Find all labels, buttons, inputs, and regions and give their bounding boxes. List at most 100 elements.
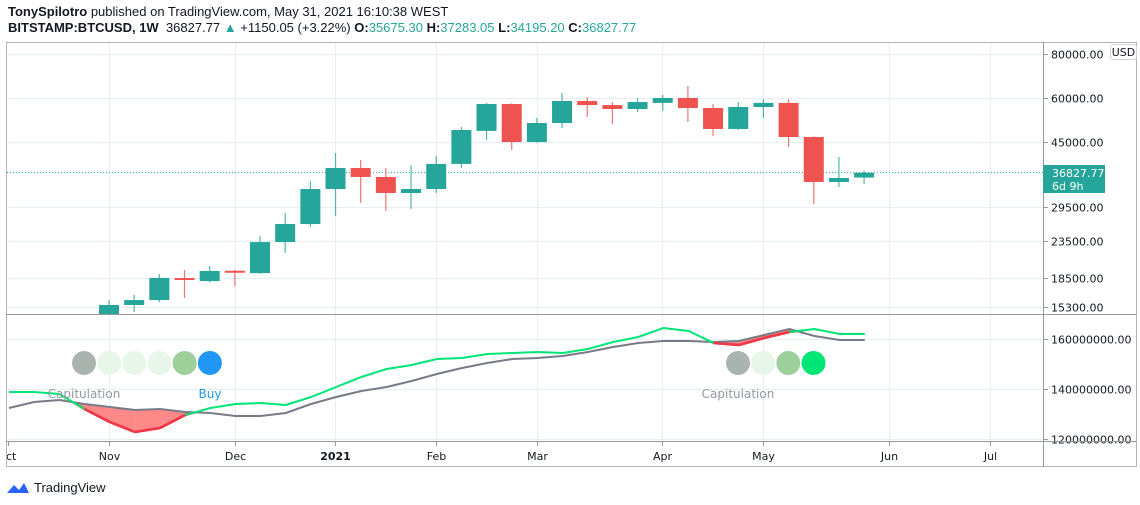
logo-text: TradingView	[34, 480, 106, 495]
time-tick-label: Jun	[880, 450, 898, 463]
time-tick-label: Feb	[427, 450, 446, 463]
candle-body	[426, 163, 447, 190]
capitulation-label: Capitulation	[702, 387, 775, 401]
time-tick-label: ct	[6, 450, 17, 463]
signal-dot	[72, 351, 96, 375]
capitulation-line-segment	[134, 426, 161, 434]
signal-dot	[801, 351, 826, 375]
indicator-tick-label: 160000000.00	[1051, 334, 1131, 347]
candle-body	[854, 172, 875, 178]
published-text: published on TradingView.com, May 31, 20…	[90, 4, 449, 19]
signal-dot	[122, 351, 147, 375]
signal-dot	[97, 351, 122, 375]
price-tick-label: 60000.00	[1051, 93, 1104, 106]
candle-body	[300, 189, 321, 225]
price-tick-label: 23500.00	[1051, 236, 1104, 249]
candle-body	[552, 100, 573, 124]
high-value: 37283.05	[440, 20, 495, 35]
candle-body	[828, 177, 849, 183]
slow-line	[8, 327, 865, 417]
signal-dot	[776, 351, 801, 375]
signal-dot	[726, 351, 750, 375]
currency-label: USD	[1112, 46, 1136, 59]
price-tick-label: 15300.00	[1051, 302, 1104, 315]
capitulation-line-segment	[738, 336, 765, 347]
candle-body	[703, 108, 724, 129]
candle-body	[677, 98, 698, 109]
time-tick-label: May	[752, 450, 775, 463]
publish-info: TonySpilotro published on TradingView.co…	[8, 4, 448, 19]
current-price-label: 36827.77 6d 9h	[1043, 165, 1105, 193]
candle-body	[803, 136, 824, 183]
countdown: 6d 9h	[1052, 180, 1083, 193]
buy-label: Buy	[199, 387, 222, 401]
candle-body	[174, 278, 195, 281]
low-value: 34195.20	[510, 20, 565, 35]
candle-body	[375, 176, 396, 193]
price-tick-label: 29500.00	[1051, 202, 1104, 215]
candle-body	[728, 107, 749, 129]
candle-body	[602, 105, 623, 109]
candle-body	[350, 168, 371, 177]
symbol-legend: BITSTAMP:BTCUSD, 1W 36827.77 ▲ +1150.05 …	[8, 20, 636, 35]
price-tick-label: 80000.00	[1051, 49, 1104, 62]
candle-body	[224, 270, 245, 273]
capitulation-line-segment	[159, 413, 186, 430]
author[interactable]: TonySpilotro	[8, 4, 88, 19]
open-label: O:	[354, 20, 369, 35]
candle-body	[652, 98, 673, 103]
candle-body	[476, 104, 497, 131]
candle-body	[401, 189, 422, 193]
capitulation-line-segment	[713, 341, 740, 347]
signal-dot	[197, 351, 222, 375]
last-price: 36827.77	[165, 20, 221, 35]
high-label: H:	[426, 20, 441, 35]
price-tick-label: 45000.00	[1051, 137, 1104, 150]
candle-body	[275, 224, 296, 243]
candle-body	[778, 102, 799, 137]
open-value: 35675.30	[368, 20, 423, 35]
signal-dot	[172, 351, 197, 375]
time-tick-label: Dec	[225, 450, 246, 463]
candle-body	[526, 123, 547, 143]
capitulation-fill	[160, 409, 186, 428]
indicator-tick-label: 120000000.00	[1051, 434, 1131, 447]
symbol: BITSTAMP:BTCUSD, 1W	[8, 20, 159, 35]
indicator-tick-label: 140000000.00	[1051, 384, 1131, 397]
candle-body	[325, 168, 346, 190]
low-label: L:	[498, 20, 511, 35]
tradingview-logo-icon	[7, 482, 29, 493]
candle-body	[501, 104, 522, 143]
change: +1150.05 (+3.22%)	[240, 20, 351, 35]
candle-body	[451, 129, 472, 164]
candle-body	[627, 102, 648, 109]
time-tick-label: Jul	[983, 450, 997, 463]
capitulation-fill	[134, 409, 161, 432]
signal-dot	[147, 351, 172, 375]
time-tick-label: 2021	[320, 450, 351, 463]
time-tick-label: Nov	[99, 450, 121, 463]
currency-badge[interactable]: USD	[1110, 44, 1137, 60]
tradingview-logo[interactable]: TradingView	[6, 480, 106, 495]
current-price: 36827.77	[1052, 167, 1105, 180]
candle-body	[250, 242, 271, 274]
candle-body	[753, 102, 774, 108]
capitulation-fill	[109, 407, 135, 432]
signal-dot	[751, 351, 776, 375]
capitulation-line-segment	[109, 420, 136, 434]
price-tick-label: 18500.00	[1051, 273, 1104, 286]
candle-body	[149, 277, 170, 301]
candle-body	[99, 304, 119, 314]
candle-body	[577, 100, 598, 106]
capitulation-line-segment	[83, 407, 111, 424]
capitulation-line-segment	[763, 330, 790, 340]
close-label: C:	[568, 20, 583, 35]
time-tick-label: Mar	[527, 450, 548, 463]
close-value: 36827.77	[582, 20, 637, 35]
capitulation-label: Capitulation	[48, 387, 121, 401]
time-tick-label: Apr	[653, 450, 673, 463]
candle-body	[199, 270, 220, 282]
candle-body	[124, 300, 145, 305]
up-arrow-icon: ▲	[223, 20, 237, 35]
